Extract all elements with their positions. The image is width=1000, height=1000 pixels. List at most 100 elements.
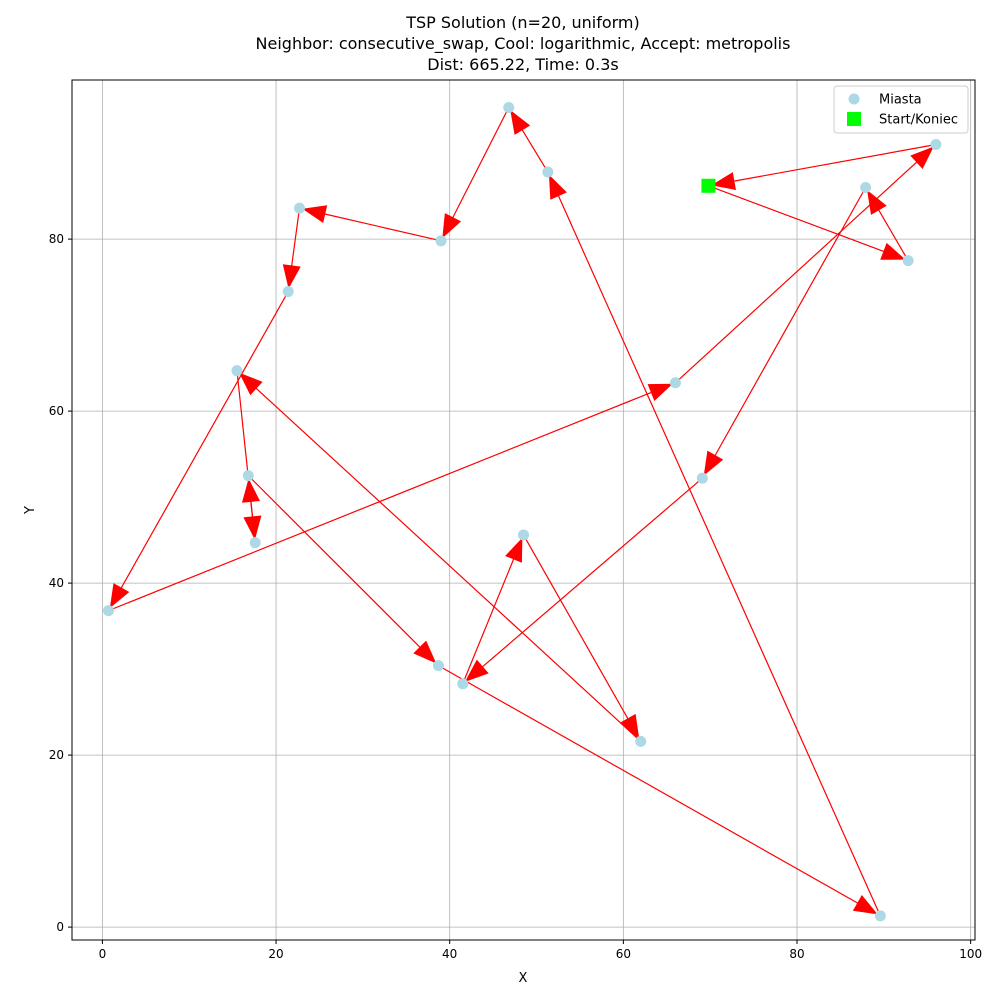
route-line-8 xyxy=(250,501,256,543)
route-segment-6 xyxy=(239,372,642,742)
plot-frame xyxy=(71,79,976,941)
legend: Miasta Start/Koniec xyxy=(833,85,969,134)
chart-title-line-2: Neighbor: consecutive_swap, Cool: logari… xyxy=(256,34,791,54)
route-segment-18 xyxy=(675,146,934,384)
city-point-18 xyxy=(669,377,681,389)
legend-start-label: Start/Koniec xyxy=(879,113,958,128)
x-axis-label: X xyxy=(519,971,528,986)
chart-title-line-1: TSP Solution (n=20, uniform) xyxy=(405,13,640,32)
x-tick-label-5: 100 xyxy=(959,947,982,961)
route-line-19 xyxy=(733,143,937,182)
y-axis-ticks: 0 20 40 60 80 xyxy=(49,232,72,934)
legend-city-label: Miasta xyxy=(879,93,922,108)
route-line-15 xyxy=(291,208,301,266)
route-segment-17 xyxy=(108,383,673,612)
city-point-7 xyxy=(231,365,243,377)
route-segment-13 xyxy=(442,107,510,239)
route-segment-9 xyxy=(247,475,437,664)
y-tick-label-1: 20 xyxy=(49,748,64,762)
route-segment-5 xyxy=(522,534,640,739)
city-point-1 xyxy=(902,255,914,267)
city-point-6 xyxy=(635,735,647,747)
city-point-2 xyxy=(860,182,872,193)
route-arrowhead-8 xyxy=(241,478,261,503)
legend-city-marker xyxy=(848,93,860,105)
city-point-13 xyxy=(874,910,886,922)
route-line-1 xyxy=(878,209,909,261)
start-marker-group xyxy=(701,178,716,193)
route-line-13 xyxy=(452,107,510,218)
route-arrowhead-2 xyxy=(703,450,724,476)
y-tick-label-0: 0 xyxy=(56,920,64,934)
city-point-14 xyxy=(432,660,444,672)
legend-box xyxy=(833,85,969,134)
grid-lines xyxy=(72,80,975,940)
route-line-18 xyxy=(675,161,918,384)
route-line-14 xyxy=(324,213,442,242)
route-segment-19 xyxy=(711,143,937,191)
chart-title-line-3: Dist: 665.22, Time: 0.3s xyxy=(427,55,618,74)
legend-start-marker xyxy=(847,112,861,126)
route-line-17 xyxy=(108,391,652,612)
route-arrowhead-16 xyxy=(109,583,130,609)
city-points xyxy=(102,102,942,922)
start-marker xyxy=(701,178,716,193)
route-segment-12 xyxy=(510,109,549,173)
route-arrowhead-19 xyxy=(711,172,736,191)
route-segment-14 xyxy=(302,205,442,242)
city-point-9 xyxy=(293,202,305,214)
route-segment-15 xyxy=(282,208,301,289)
route-segment-8 xyxy=(241,478,261,543)
route-segment-4 xyxy=(462,537,523,684)
city-point-10 xyxy=(435,235,447,247)
route-arrowhead-18 xyxy=(910,146,934,169)
route-arrows xyxy=(108,107,937,917)
x-tick-label-2: 40 xyxy=(442,947,457,961)
route-arrowhead-9 xyxy=(413,640,437,664)
y-tick-label-4: 80 xyxy=(49,232,64,246)
chart-title: TSP Solution (n=20, uniform) Neighbor: c… xyxy=(256,13,791,74)
x-tick-label-3: 60 xyxy=(616,947,631,961)
route-arrowhead-10 xyxy=(852,894,878,915)
y-axis-label: Y xyxy=(23,506,38,515)
y-tick-label-2: 40 xyxy=(49,576,64,590)
x-axis-ticks: 0 20 40 60 80 100 xyxy=(99,940,982,961)
city-point-8 xyxy=(282,286,294,298)
route-arrowhead-4 xyxy=(505,537,523,563)
route-segment-16 xyxy=(109,291,289,609)
city-point-19 xyxy=(930,139,942,150)
city-point-12 xyxy=(542,166,554,178)
route-segment-7 xyxy=(236,370,262,540)
route-arrowhead-0 xyxy=(880,242,906,260)
city-point-17 xyxy=(102,605,114,617)
x-tick-label-0: 0 xyxy=(99,947,107,961)
x-tick-label-1: 20 xyxy=(268,947,283,961)
route-line-12 xyxy=(521,129,549,173)
city-point-16 xyxy=(249,537,261,549)
route-arrowhead-12 xyxy=(510,109,531,135)
route-arrowhead-3 xyxy=(464,659,489,682)
route-arrowhead-14 xyxy=(302,205,328,223)
route-segment-0 xyxy=(708,185,906,260)
city-point-4 xyxy=(457,678,469,690)
city-point-11 xyxy=(503,102,515,114)
route-arrowhead-17 xyxy=(647,383,673,401)
route-line-0 xyxy=(708,185,885,253)
route-line-16 xyxy=(120,291,289,589)
city-point-15 xyxy=(242,470,254,482)
route-arrowhead-1 xyxy=(867,190,887,215)
route-line-9 xyxy=(247,475,421,648)
route-line-4 xyxy=(462,558,515,684)
route-arrowhead-11 xyxy=(548,174,567,200)
city-point-5 xyxy=(518,529,529,541)
route-arrowhead-15 xyxy=(282,264,301,289)
x-tick-label-4: 80 xyxy=(789,947,804,961)
route-line-2 xyxy=(714,187,867,456)
route-segment-3 xyxy=(464,477,703,682)
city-point-3 xyxy=(696,472,708,484)
route-line-3 xyxy=(482,477,703,668)
route-arrowhead-13 xyxy=(442,213,462,239)
route-line-6 xyxy=(255,387,642,742)
y-tick-label-3: 60 xyxy=(49,404,64,418)
